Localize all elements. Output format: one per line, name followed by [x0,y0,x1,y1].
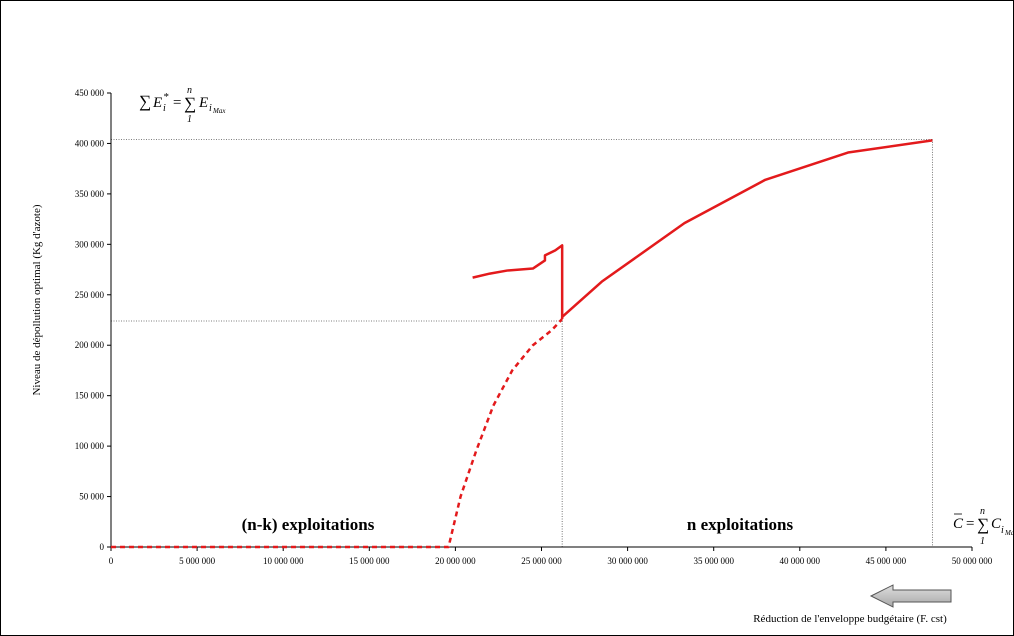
svg-text:=: = [172,95,182,111]
svg-text:i: i [163,103,166,114]
y-tick-label: 0 [100,542,105,552]
y-tick-label: 50 000 [79,492,104,502]
x-tick-label: 5 000 000 [179,556,216,566]
svg-text:C: C [991,516,1002,532]
svg-text:∑: ∑ [184,94,196,113]
svg-text:n: n [980,506,985,517]
y-tick-label: 100 000 [75,441,105,451]
y-tick-label: 300 000 [75,239,105,249]
y-tick-label: 450 000 [75,88,105,98]
left-region-label: (n-k) exploitations [242,515,375,534]
tick-labels: 0 5 000 000 10 000 000 15 000 000 20 000 000… [75,88,993,566]
x-tick-label: 50 000 000 [952,556,993,566]
svg-text:1: 1 [187,114,192,125]
x-axis-title: Réduction de l'enveloppe budgétaire (F. … [753,613,947,625]
right-region-label: n exploitations [687,515,794,534]
x-tick-label: 30 000 000 [607,556,648,566]
series-line [111,318,564,549]
series-group [111,139,933,549]
svg-text:1: 1 [980,536,985,547]
svg-text:∑: ∑ [139,92,151,111]
right-formula: C = n ∑ 1 C i Ma [953,506,1014,547]
svg-text:*: * [163,91,169,103]
y-axis-title: Niveau de dépollution optimal (Kg d'azot… [31,204,43,395]
direction-arrow-icon [869,584,952,608]
svg-text:i: i [1001,525,1004,536]
svg-text:=: = [965,516,975,532]
svg-text:n: n [187,85,192,96]
svg-text:∑: ∑ [977,515,989,534]
svg-text:E: E [152,95,162,111]
axes [107,92,973,551]
svg-text:C: C [953,516,964,532]
x-tick-label: 20 000 000 [435,556,476,566]
reference-lines [111,139,933,547]
svg-text:i: i [209,103,212,114]
y-tick-label: 250 000 [75,290,105,300]
top-formula: ∑ E i * = n ∑ 1 E i Max [139,85,226,125]
y-tick-label: 200 000 [75,340,105,350]
x-tick-label: 15 000 000 [349,556,390,566]
svg-text:Ma: Ma [1004,529,1014,537]
y-tick-label: 150 000 [75,391,105,401]
x-tick-label: 10 000 000 [263,556,304,566]
y-tick-label: 350 000 [75,189,105,199]
x-tick-label: 45 000 000 [866,556,907,566]
svg-text:Max: Max [212,107,226,115]
x-tick-label: 40 000 000 [780,556,821,566]
x-tick-label: 0 [109,556,114,566]
x-tick-label: 25 000 000 [521,556,562,566]
y-tick-label: 400 000 [75,138,105,148]
series-line [472,244,564,319]
x-tick-label: 35 000 000 [693,556,734,566]
series-line [561,139,933,318]
svg-text:E: E [198,95,208,111]
